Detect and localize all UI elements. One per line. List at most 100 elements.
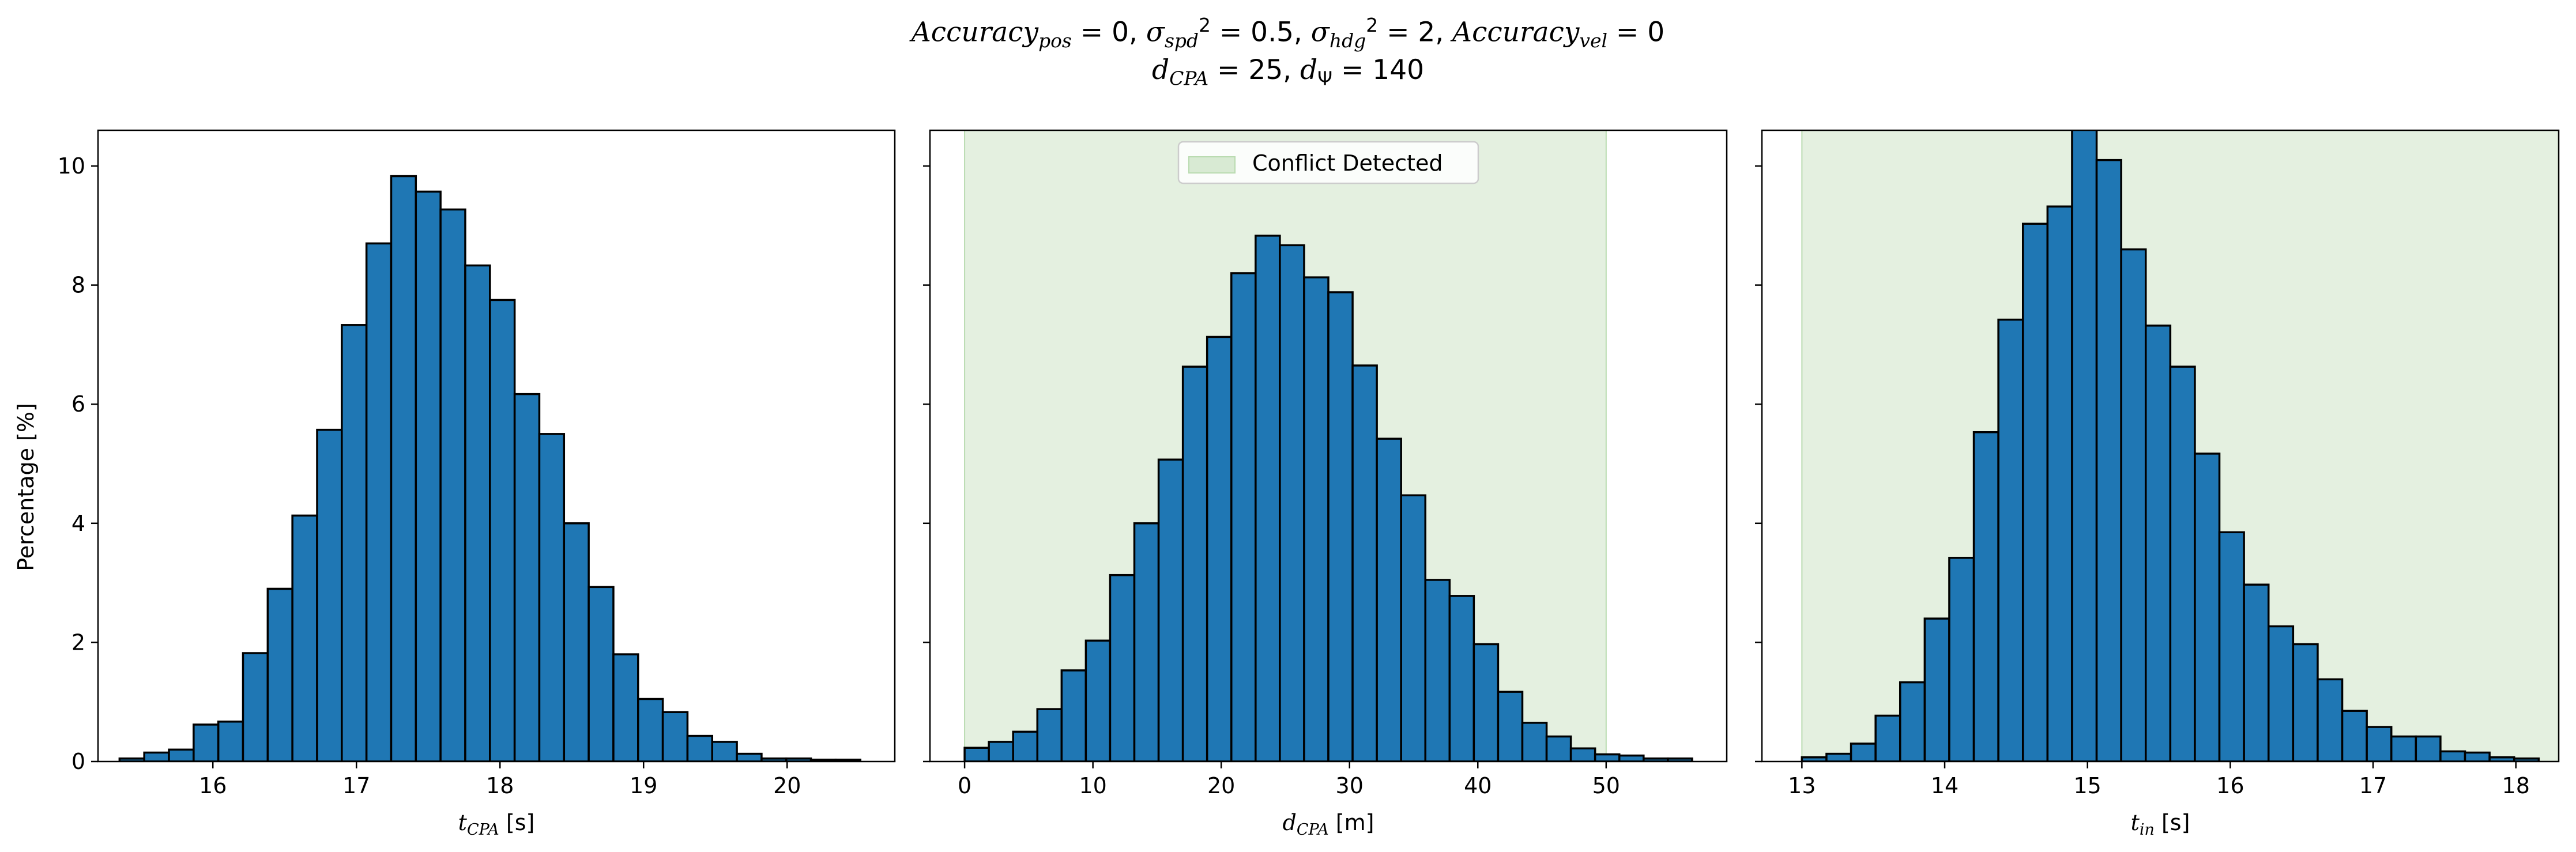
histogram-bar bbox=[1497, 691, 1524, 761]
axes-frame bbox=[97, 129, 896, 763]
histogram-bar bbox=[1472, 643, 1500, 761]
x-axis-label: tin [s] bbox=[2131, 810, 2190, 839]
histogram-bar bbox=[2366, 726, 2393, 761]
histogram-bar bbox=[2243, 583, 2270, 761]
plot-area bbox=[1801, 130, 2559, 761]
x-tick-label: 16 bbox=[199, 773, 227, 798]
histogram-bar bbox=[2218, 531, 2245, 761]
histogram-bar bbox=[513, 393, 541, 761]
histogram-bar bbox=[2144, 325, 2172, 761]
histogram-bar bbox=[1279, 244, 1305, 761]
histogram-bar bbox=[390, 175, 417, 761]
histogram-bar bbox=[2169, 365, 2196, 761]
x-axis-label: dCPA [m] bbox=[1283, 810, 1374, 839]
histogram-bar bbox=[1084, 639, 1112, 761]
histogram-bar bbox=[439, 208, 466, 761]
histogram-bar bbox=[168, 748, 195, 761]
subplot-3: 13 14 15 16 17 18 tin [s] bbox=[1755, 129, 2560, 839]
histogram-bar bbox=[1206, 335, 1233, 761]
y-tick-label: 2 bbox=[71, 629, 85, 655]
x-tick-label: 18 bbox=[486, 773, 514, 798]
subplot-1: 16 17 18 19 20 0 2 4 6 8 10 tCPA [s] bbox=[58, 129, 896, 839]
y-tick-label: 0 bbox=[71, 749, 85, 774]
axes-frame bbox=[1761, 129, 2560, 763]
histogram-bar bbox=[736, 752, 763, 761]
histogram-bar bbox=[1036, 708, 1063, 761]
histogram-bar bbox=[1060, 669, 1087, 761]
histogram-bar bbox=[1255, 235, 1281, 761]
legend-label: Conflict Detected bbox=[1252, 150, 1443, 176]
histogram-bar bbox=[291, 514, 318, 761]
histogram-bar bbox=[1923, 617, 1950, 761]
x-tick-label: 13 bbox=[1788, 773, 1816, 798]
histogram-bar bbox=[143, 751, 170, 761]
histogram-bar bbox=[1997, 318, 2024, 761]
x-tick-label: 14 bbox=[1931, 773, 1959, 798]
histogram-bar bbox=[1825, 752, 1852, 761]
histogram-bar bbox=[637, 698, 664, 761]
histogram-bar bbox=[2194, 453, 2221, 761]
histogram-bar bbox=[1594, 753, 1621, 761]
x-tick-label: 50 bbox=[1592, 773, 1620, 798]
histogram-bar bbox=[538, 433, 566, 761]
histogram-bar bbox=[1303, 276, 1330, 761]
x-tick-label: 15 bbox=[2074, 773, 2102, 798]
histogram-bar bbox=[1448, 595, 1475, 761]
plot-area bbox=[118, 175, 861, 761]
histogram-bar bbox=[2415, 735, 2442, 761]
histogram-bar bbox=[2464, 751, 2491, 761]
histogram-bar bbox=[2095, 159, 2122, 761]
histogram-bar bbox=[341, 324, 368, 761]
histogram-bar bbox=[1012, 730, 1039, 761]
histogram-bar bbox=[242, 652, 269, 761]
y-tick-label: 6 bbox=[71, 391, 85, 417]
histogram-bar bbox=[1424, 579, 1451, 761]
histogram-bar bbox=[1157, 458, 1184, 761]
histogram-bar bbox=[1400, 494, 1426, 761]
histogram-bar bbox=[2390, 735, 2417, 761]
histogram-bar bbox=[2513, 757, 2540, 761]
legend-swatch bbox=[1188, 156, 1236, 174]
histogram-bar bbox=[711, 741, 738, 761]
x-tick-label: 0 bbox=[958, 773, 971, 798]
axes-frame bbox=[929, 129, 1728, 763]
histogram-bar bbox=[1899, 681, 1926, 761]
x-tick-label: 17 bbox=[342, 773, 370, 798]
histogram-bar bbox=[1874, 714, 1901, 761]
histogram-bar bbox=[963, 747, 990, 761]
histogram-bar bbox=[1230, 272, 1257, 761]
histogram-bar bbox=[1181, 365, 1208, 761]
histogram-bar bbox=[834, 759, 861, 761]
histogram-bar bbox=[1972, 431, 1999, 761]
histogram-bar bbox=[2021, 223, 2049, 761]
x-tick-label: 16 bbox=[2216, 773, 2244, 798]
histogram-bar bbox=[1133, 522, 1160, 761]
histogram-bar bbox=[2317, 678, 2344, 761]
histogram-bar bbox=[2341, 710, 2368, 761]
x-tick-label: 19 bbox=[630, 773, 657, 798]
histogram-bar bbox=[266, 587, 293, 761]
y-tick-label: 4 bbox=[71, 511, 85, 536]
histogram-bar bbox=[661, 711, 689, 761]
histogram-bar bbox=[612, 653, 639, 761]
histogram-bar bbox=[1376, 438, 1402, 761]
histogram-bar bbox=[415, 190, 442, 761]
histogram-bar bbox=[587, 586, 615, 761]
histogram-bar bbox=[988, 741, 1014, 761]
histogram-bar bbox=[1850, 742, 1877, 761]
x-axis-label: tCPA [s] bbox=[458, 810, 535, 839]
histogram-bar bbox=[563, 522, 590, 761]
x-tick-label: 40 bbox=[1464, 773, 1492, 798]
histogram-bar bbox=[1618, 754, 1645, 761]
x-tick-label: 10 bbox=[1079, 773, 1106, 798]
legend: Conflict Detected bbox=[1177, 141, 1479, 184]
x-tick-label: 30 bbox=[1336, 773, 1364, 798]
histogram-bar bbox=[686, 734, 714, 761]
subplot-2: 0 10 20 30 40 50 dCPA [m] Conflict Detected bbox=[923, 129, 1728, 839]
histogram-bar bbox=[316, 428, 343, 761]
histogram-bar bbox=[1327, 291, 1354, 761]
y-tick-label: 10 bbox=[58, 153, 85, 179]
x-tick-label: 17 bbox=[2359, 773, 2387, 798]
histogram-bar bbox=[489, 299, 516, 761]
